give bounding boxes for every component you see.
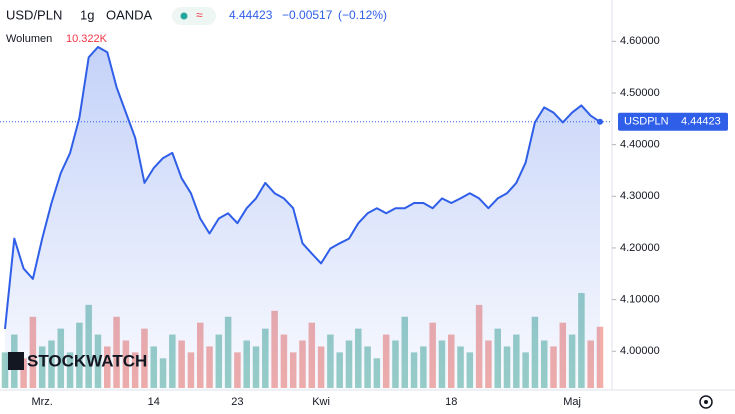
volume-value: 10.322K: [66, 33, 108, 45]
last-point: [597, 118, 603, 125]
y-tick-label: 4.20000: [620, 242, 660, 254]
watermark-logo: [8, 352, 24, 370]
price-tag-name: USDPLN: [624, 116, 669, 128]
status-badge[interactable]: [172, 7, 216, 25]
x-tick-label: 23: [231, 396, 243, 408]
status-icon: ≈: [196, 8, 203, 22]
plot-layer: [0, 46, 612, 390]
price-tag: [618, 112, 728, 131]
x-tick-label: 18: [445, 396, 457, 408]
y-tick-label: 4.00000: [620, 345, 660, 357]
x-tick-label: Maj: [563, 396, 581, 408]
last-price: 4.44423: [229, 8, 273, 22]
x-tick-label: Mrz.: [31, 396, 52, 408]
settings-icon[interactable]: [699, 395, 713, 409]
interval: 1g: [80, 7, 94, 22]
price-tag-value: 4.44423: [681, 116, 721, 128]
area-fill: [5, 47, 600, 390]
status-dot: [180, 12, 188, 20]
volume-title: Wolumen: [6, 33, 52, 45]
source: OANDA: [106, 7, 153, 22]
x-tick-label: Kwi: [312, 396, 330, 408]
y-tick-label: 4.40000: [620, 139, 660, 151]
x-tick-label: 14: [148, 396, 160, 408]
price-line: [4, 46, 601, 330]
change: −0.00517: [282, 8, 333, 22]
watermark: STOCKWATCH: [27, 351, 147, 370]
change-pct: (−0.12%): [338, 8, 387, 22]
y-tick-label: 4.50000: [620, 87, 660, 99]
y-tick-label: 4.60000: [620, 35, 660, 47]
y-tick-label: 4.30000: [620, 190, 660, 202]
y-tick-label: 4.10000: [620, 294, 660, 306]
symbol: USD/PLN: [6, 7, 62, 22]
